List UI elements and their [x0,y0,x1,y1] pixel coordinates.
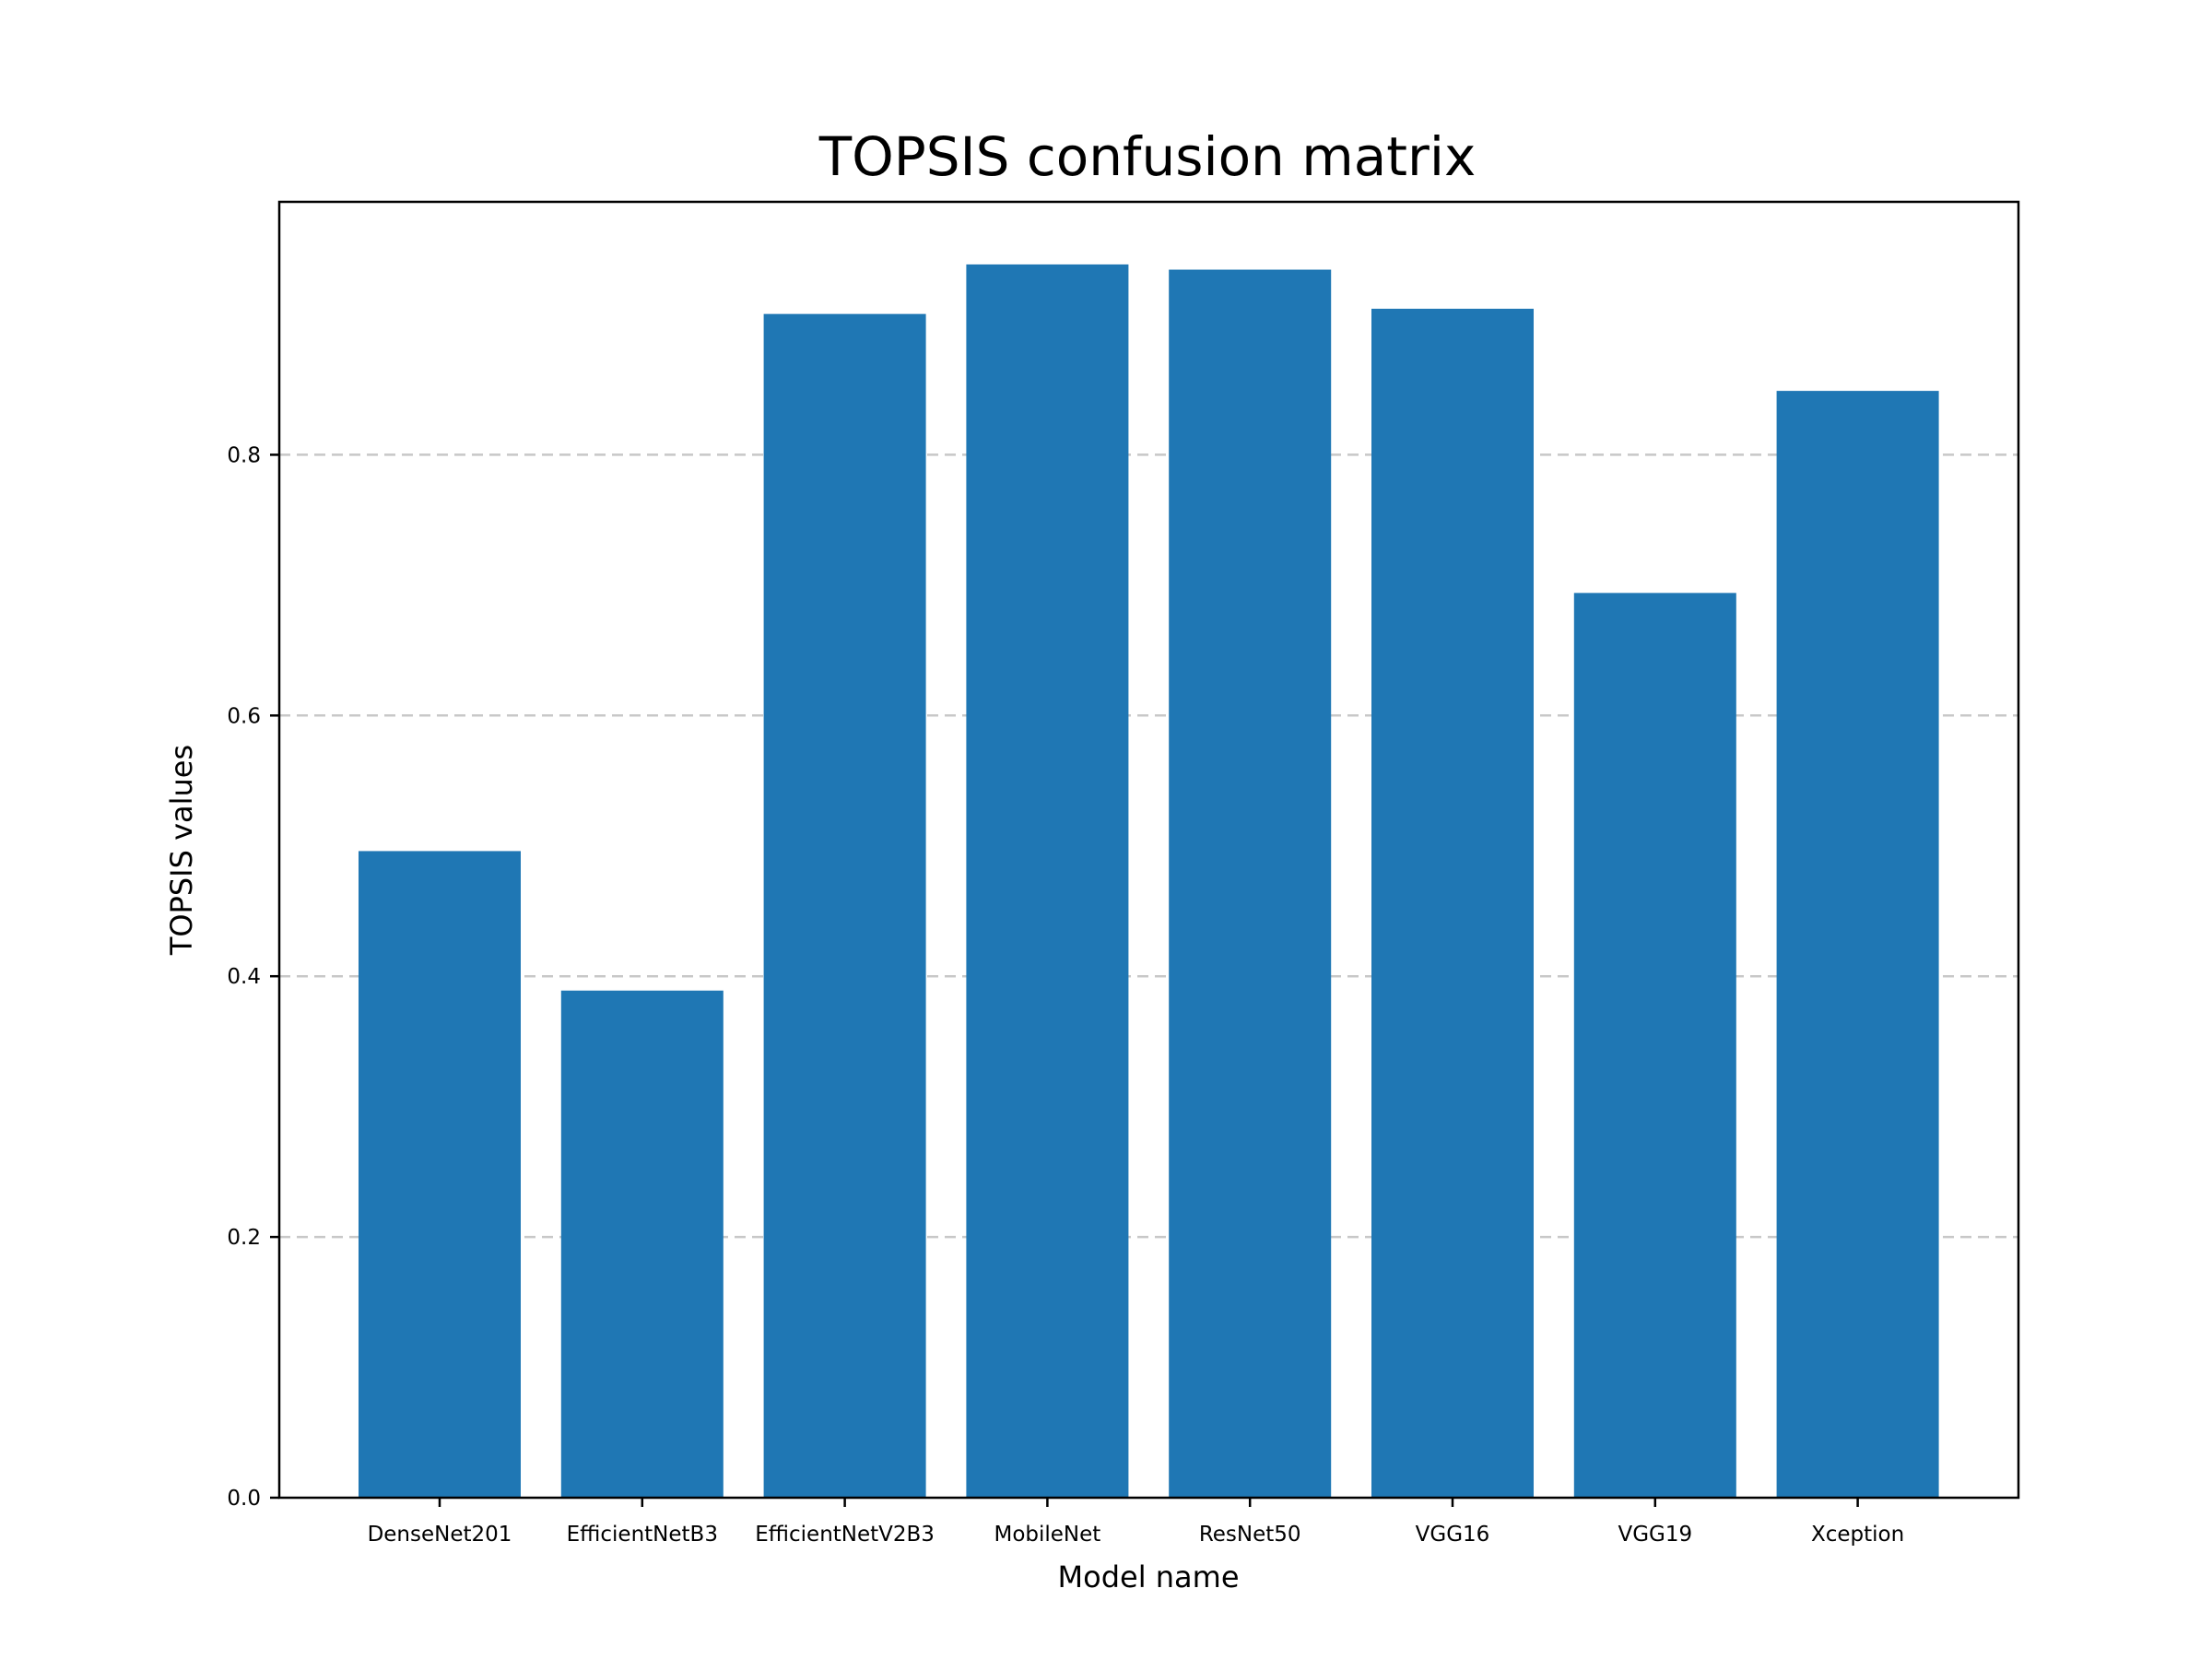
y-tick-label: 0.8 [227,443,261,467]
y-tick-label: 0.0 [227,1487,261,1511]
x-tick-label: DenseNet201 [368,1523,512,1547]
bar-xception [1776,391,1939,1499]
plot-frame [277,200,2020,1500]
x-tick-label: VGG16 [1416,1523,1490,1547]
y-axis-label: TOPSIS values [164,745,199,956]
y-tick-label: 0.2 [227,1226,261,1250]
y-tick-label: 0.6 [227,704,261,728]
x-tick-label: VGG19 [1618,1523,1692,1547]
x-tick-label: EfficientNetB3 [567,1523,718,1547]
bars [359,264,1939,1499]
x-tick-label: ResNet50 [1199,1523,1301,1547]
bar-densenet201 [359,851,521,1498]
bar-vgg19 [1573,593,1736,1498]
bar-vgg16 [1371,308,1534,1498]
bar-resnet50 [1169,269,1332,1498]
chart-title: TOPSIS confusion matrix [818,125,1477,188]
x-tick-label: EfficientNetV2B3 [755,1523,935,1547]
y-axis: 0.0 0.2 0.4 0.6 0.8 [227,443,279,1511]
x-axis: DenseNet201 EfficientNetB3 EfficientNetV2B… [368,1498,1904,1547]
x-tick-label: MobileNet [994,1523,1100,1547]
y-tick-label: 0.4 [227,965,261,989]
bar-efficientnetb3 [560,990,724,1498]
x-tick-label: Xception [1811,1523,1904,1547]
bar-efficientnetv2b3 [763,313,926,1498]
bar-mobilenet [966,264,1129,1498]
x-axis-label: Model name [1058,1559,1240,1594]
